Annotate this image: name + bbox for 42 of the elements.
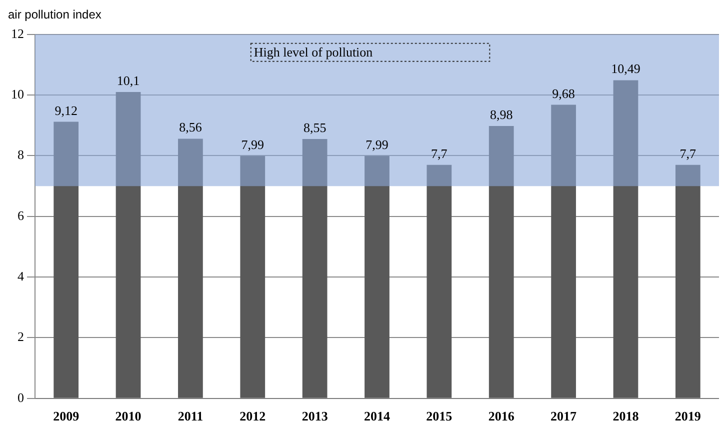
bar: [613, 80, 638, 398]
x-tick-label: 2011: [178, 408, 204, 424]
bar: [488, 126, 514, 398]
y-tick-label: 6: [18, 208, 24, 223]
y-tick-label: 0: [18, 390, 24, 405]
bar: [551, 104, 576, 398]
data-label: 8,56: [179, 120, 202, 135]
data-label: 7,7: [431, 146, 448, 161]
bar: [302, 139, 328, 398]
data-label: 10,1: [116, 73, 140, 88]
data-label: 9,12: [54, 102, 78, 118]
x-tick-label: 2013: [302, 408, 328, 424]
x-tick-label: 2009: [53, 408, 80, 424]
data-label: 7,99: [241, 137, 264, 152]
bar: [426, 164, 452, 398]
bar: [116, 92, 141, 398]
band-label: High level of pollution: [254, 44, 374, 60]
y-tick-label: 4: [18, 268, 24, 284]
x-tick-label: 2012: [240, 408, 266, 424]
bar: [364, 156, 390, 398]
x-tick-label: 2018: [612, 408, 640, 424]
chart-title: air pollution index: [8, 8, 102, 22]
y-tick-label: 10: [11, 86, 24, 102]
x-tick-label: 2014: [364, 408, 390, 424]
data-label: 8,55: [303, 120, 326, 136]
y-tick-label: 2: [18, 329, 24, 344]
y-tick-label: 12: [11, 26, 24, 41]
x-tick-label: 2015: [426, 408, 453, 424]
bar: [178, 138, 203, 398]
bar: [240, 156, 266, 398]
bar: [54, 122, 79, 398]
data-label: 9,68: [552, 86, 575, 101]
data-label: 7,99: [366, 137, 388, 152]
data-label: 7,7: [680, 146, 697, 161]
data-label: 8,98: [490, 107, 513, 122]
x-tick-label: 2019: [674, 408, 702, 424]
x-tick-label: 2016: [488, 408, 515, 424]
y-tick-label: 8: [18, 147, 24, 162]
x-tick-label: 2010: [115, 408, 142, 424]
x-tick-label: 2017: [550, 408, 578, 424]
bar: [675, 164, 700, 398]
data-label: 10,49: [611, 61, 640, 76]
